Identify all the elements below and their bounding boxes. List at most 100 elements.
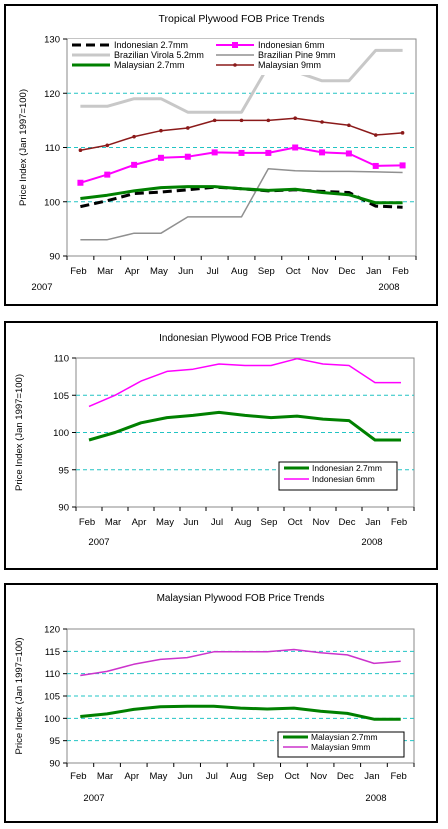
- data-point-indonesian-6mm: [77, 179, 84, 186]
- y-tick-label: 90: [58, 503, 69, 514]
- data-point-indonesian-6mm: [292, 144, 299, 151]
- chart-malaysian: Malaysian Plywood FOB Price Trends 90 95 10…: [14, 593, 415, 804]
- x-tick-label: Jan: [365, 517, 380, 528]
- y-tick-label: 95: [49, 736, 60, 747]
- x-tick-label: Apr: [124, 771, 139, 782]
- series-line-malaysian-2-7mm: [80, 185, 403, 205]
- y-tick-label: 110: [54, 354, 69, 365]
- x-tick-label: Aug: [230, 771, 247, 782]
- data-point-malaysian-9mm: [373, 133, 378, 137]
- x-tick-label: Sep: [258, 266, 275, 277]
- x-tick-label: Mar: [97, 266, 113, 277]
- legend-label: Brazilian Pine 9mm: [258, 50, 336, 60]
- series-line-malaysian-9mm: [80, 648, 401, 677]
- legend-label: Indonesian 6mm: [258, 40, 325, 50]
- y-axis-label: Price Index (Jan 1997=100): [14, 638, 25, 755]
- data-point-malaysian-9mm: [186, 126, 190, 130]
- x-tick-label: Jul: [206, 771, 218, 782]
- x-tick-label: Jul: [207, 266, 219, 277]
- x-tick-label: Feb: [70, 771, 86, 782]
- x-tick-label: Mar: [105, 517, 121, 528]
- x-tick-label: Aug: [235, 517, 252, 528]
- legend-label: Indonesian 6mm: [312, 474, 375, 484]
- x-tick-label: Jul: [211, 517, 223, 528]
- x-tick-label: Feb: [391, 517, 407, 528]
- chart-panel-tropical: Tropical Plywood FOB Price Trends 90 100 11…: [4, 4, 438, 306]
- x-tick-label: Feb: [70, 266, 86, 277]
- data-point-malaysian-9mm: [159, 128, 163, 133]
- year-label: 2008: [365, 793, 386, 804]
- data-point-indonesian-6mm: [319, 149, 326, 156]
- x-tick-label: Oct: [286, 266, 301, 277]
- y-axis-label: Price Index (Jan 1997=100): [14, 374, 25, 491]
- y-tick-label: 105: [44, 692, 60, 703]
- series-line-malaysian-2-7mm: [80, 704, 401, 721]
- x-tick-label: Apr: [132, 517, 147, 528]
- y-tick-label: 120: [44, 89, 60, 100]
- data-point-malaysian-9mm: [212, 118, 217, 123]
- chart-title: Tropical Plywood FOB Price Trends: [159, 13, 325, 25]
- y-tick-label: 130: [44, 35, 60, 46]
- year-label: 2008: [361, 537, 382, 548]
- data-point-malaysian-9mm: [400, 131, 405, 135]
- x-tick-label: Jun: [178, 266, 193, 277]
- data-point-malaysian-9mm: [239, 118, 244, 123]
- x-tick-label: Apr: [125, 266, 140, 277]
- x-tick-label: Feb: [79, 517, 95, 528]
- data-point-indonesian-6mm: [345, 150, 352, 157]
- legend-marker: [232, 42, 238, 48]
- y-tick-label: 100: [44, 197, 60, 208]
- legend-label: Malaysian 2.7mm: [114, 60, 185, 70]
- y-tick-label: 120: [44, 625, 60, 636]
- y-tick-label: 115: [45, 647, 60, 658]
- legend: [68, 39, 350, 75]
- year-label: 2007: [88, 537, 109, 548]
- data-point-malaysian-9mm: [320, 120, 324, 124]
- y-tick-label: 105: [53, 391, 69, 402]
- x-tick-label: Jan: [366, 266, 381, 277]
- y-tick-label: 110: [45, 669, 60, 680]
- series-line-indonesian-6mm: [88, 357, 401, 408]
- chart-title: Malaysian Plywood FOB Price Trends: [157, 593, 325, 604]
- y-tick-label: 100: [53, 428, 69, 439]
- data-point-indonesian-6mm: [238, 149, 245, 156]
- x-tick-label: May: [156, 517, 174, 528]
- legend-label: Brazilian Virola 5.2mm: [114, 50, 204, 60]
- data-point-indonesian-6mm: [104, 171, 111, 178]
- legend-label: Indonesian 2.7mm: [114, 40, 188, 50]
- data-point-indonesian-6mm: [211, 149, 218, 156]
- data-point-malaysian-9mm: [266, 118, 271, 123]
- y-tick-label: 90: [49, 759, 60, 770]
- legend: [277, 731, 405, 758]
- series-line-indonesian-2-7mm: [88, 410, 401, 442]
- x-tick-label: Feb: [390, 771, 406, 782]
- y-tick-label: 90: [49, 252, 60, 263]
- legend-label: Malaysian 9mm: [311, 742, 371, 752]
- legend-label: Malaysian 2.7mm: [311, 732, 378, 742]
- data-point-malaysian-9mm: [347, 123, 351, 128]
- x-tick-label: Oct: [284, 771, 299, 782]
- chart-indonesian: Indonesian Plywood FOB Price Trends 90 95 1…: [14, 333, 415, 548]
- x-tick-label: Nov: [310, 771, 327, 782]
- x-tick-label: May: [149, 771, 167, 782]
- legend-label: Indonesian 2.7mm: [312, 463, 382, 473]
- year-label: 2007: [83, 793, 104, 804]
- x-tick-label: Nov: [313, 517, 330, 528]
- year-label: 2007: [31, 282, 52, 293]
- data-point-indonesian-6mm: [372, 162, 379, 169]
- chart-title: Indonesian Plywood FOB Price Trends: [159, 333, 331, 344]
- x-tick-label: Sep: [261, 517, 278, 528]
- x-tick-label: Jan: [364, 771, 379, 782]
- chart-panel-indonesian: Indonesian Plywood FOB Price Trends 90 95 1…: [4, 321, 438, 570]
- x-tick-label: Aug: [231, 266, 248, 277]
- x-tick-label: Mar: [97, 771, 113, 782]
- chart-panel-malaysian: Malaysian Plywood FOB Price Trends 90 95 10…: [4, 583, 438, 823]
- x-tick-label: Dec: [337, 771, 354, 782]
- data-point-indonesian-6mm: [157, 154, 164, 161]
- data-point-malaysian-9mm: [293, 116, 297, 121]
- x-tick-label: Jun: [183, 517, 198, 528]
- data-point-indonesian-6mm: [131, 161, 138, 168]
- series-line-brazilian-virola-5-2mm: [80, 48, 403, 114]
- y-tick-label: 95: [58, 465, 69, 476]
- x-tick-label: May: [150, 266, 168, 277]
